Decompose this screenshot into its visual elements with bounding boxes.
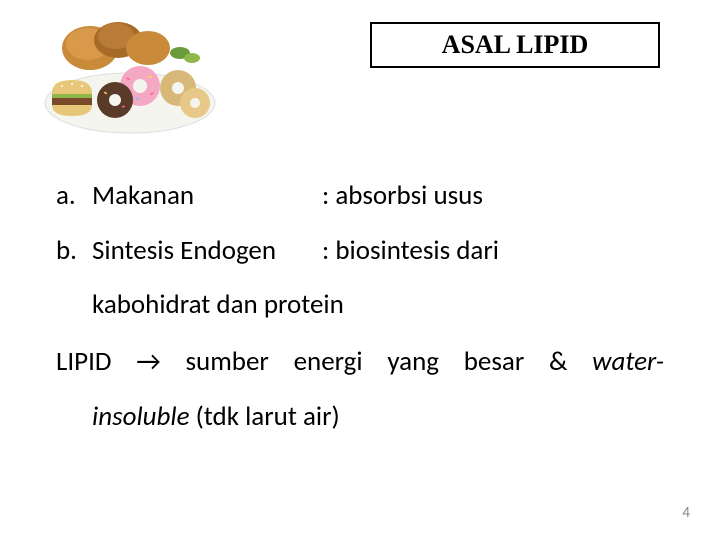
lipid-label: LIPID <box>56 345 112 378</box>
title-box: ASAL LIPID <box>370 22 660 68</box>
item-b-def: : biosintesis dari <box>322 225 664 278</box>
lipid-text1: sumber energi yang besar & <box>185 345 567 378</box>
item-b-letter: b. <box>56 225 92 278</box>
lipid-arrow: → <box>136 345 160 378</box>
lipid-text2: (tdk larut air) <box>196 400 340 433</box>
food-image <box>40 8 220 138</box>
lipid-italic1: water- <box>592 345 664 378</box>
item-a-term: Makanan <box>92 170 322 223</box>
item-b-term: Sintesis Endogen <box>92 225 322 278</box>
item-a: a. Makanan : absorbsi usus <box>56 170 664 223</box>
item-a-letter: a. <box>56 170 92 223</box>
lipid-line: LIPID → sumber energi yang besar & water… <box>56 336 664 389</box>
lipid-cont: insoluble (tdk larut air) <box>92 391 664 444</box>
content-area: a. Makanan : absorbsi usus b. Sintesis E… <box>56 170 664 443</box>
item-a-def: : absorbsi usus <box>322 170 664 223</box>
lipid-italic2: insoluble <box>92 400 190 433</box>
title-text: ASAL LIPID <box>442 30 589 60</box>
item-b: b. Sintesis Endogen : biosintesis dari <box>56 225 664 278</box>
page-number: 4 <box>682 504 690 522</box>
item-b-cont: kabohidrat dan protein <box>92 279 664 332</box>
